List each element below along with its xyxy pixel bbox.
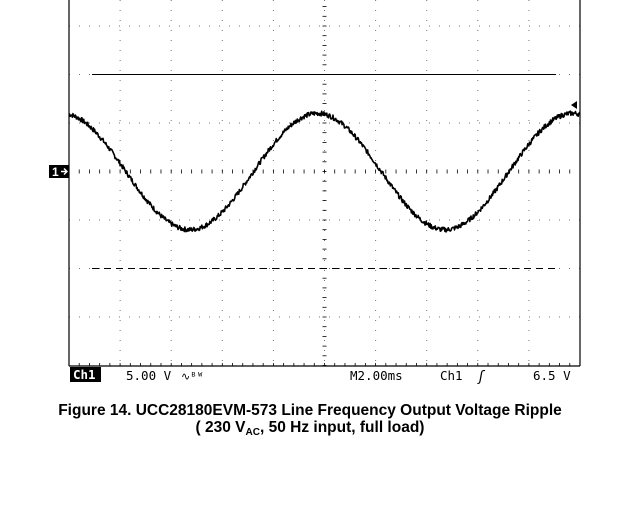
caption-line-1: Figure 14. UCC28180EVM-573 Line Frequenc… [58, 402, 562, 419]
oscilloscope-plot: 1 Ch1 5.00 V ∿ᴮᵂ M2.00ms Ch1 ʃ 6.5 V [49, 0, 581, 385]
trigger-level: 6.5 V [533, 368, 571, 383]
graticule [68, 0, 581, 367]
series-line [68, 110, 581, 233]
trigger-source: Ch1 [440, 368, 463, 383]
channel-badge [70, 367, 101, 382]
volts-per-div: 5.00 V [126, 368, 172, 383]
caption-prefix: ( 230 V [195, 419, 246, 436]
coupling-symbol: ∿ᴮᵂ [181, 370, 203, 383]
caption-line-2: ( 230 VAC, 50 Hz input, full load) [0, 419, 620, 438]
ground-marker-label: 1 [52, 165, 59, 179]
trigger-level-marker [571, 101, 577, 109]
reference-lines [92, 73, 556, 270]
timebase: M2.00ms [350, 368, 403, 383]
figure-caption: Figure 14. UCC28180EVM-573 Line Frequenc… [0, 402, 620, 438]
caption-suffix: , 50 Hz input, full load) [259, 419, 425, 436]
trigger-slope-icon: ʃ [477, 369, 486, 385]
caption-subscript: AC [245, 427, 260, 438]
channel1-ground-marker: 1 [49, 165, 69, 179]
waveform-trace [68, 110, 581, 233]
scope-readout: Ch1 5.00 V ∿ᴮᵂ M2.00ms Ch1 ʃ 6.5 V [70, 367, 571, 385]
channel-label: Ch1 [73, 367, 96, 382]
